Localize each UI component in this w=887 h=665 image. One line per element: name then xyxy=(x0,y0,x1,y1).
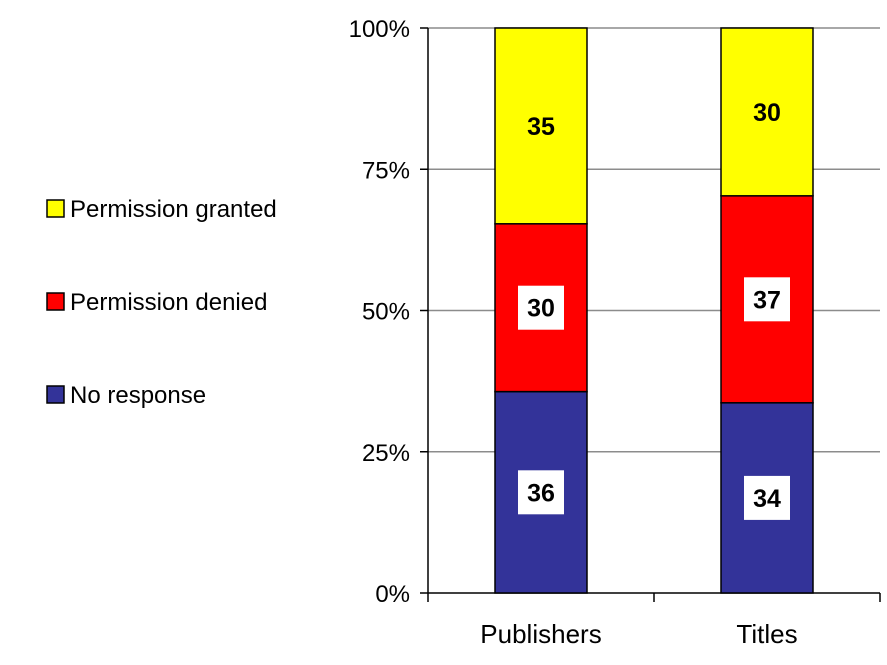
legend-label: Permission denied xyxy=(70,289,267,316)
x-category-label: Titles xyxy=(736,619,797,649)
y-tick-label: 0% xyxy=(375,581,410,608)
data-label: 34 xyxy=(753,485,781,513)
legend-label: Permission granted xyxy=(70,196,277,223)
data-label: 30 xyxy=(753,99,781,127)
data-label: 35 xyxy=(527,113,555,141)
legend-swatch xyxy=(46,292,65,311)
x-category-label: Publishers xyxy=(480,619,601,649)
data-label: 30 xyxy=(527,295,555,323)
bar-segment xyxy=(494,27,588,225)
bar-segment xyxy=(720,27,814,197)
legend-label: No response xyxy=(70,382,206,409)
data-label-box xyxy=(518,470,564,515)
y-tick-label: 50% xyxy=(362,299,410,326)
legend-swatch xyxy=(46,199,65,218)
y-tick-label: 100% xyxy=(349,16,410,43)
data-label: 37 xyxy=(753,286,781,314)
data-label-box xyxy=(518,285,564,330)
data-labels: 36 30 35 34 37 30 xyxy=(518,99,790,520)
axes: 0% 25% 50% 75% 100% Publishers Titles xyxy=(349,16,881,649)
legend: Permission granted Permission denied No re… xyxy=(46,196,277,409)
y-tick-label: 25% xyxy=(362,440,410,467)
data-label-box xyxy=(744,475,790,520)
data-label: 36 xyxy=(527,479,555,507)
y-tick-label: 75% xyxy=(362,157,410,184)
data-label-box xyxy=(744,277,790,322)
legend-swatch xyxy=(46,385,65,404)
